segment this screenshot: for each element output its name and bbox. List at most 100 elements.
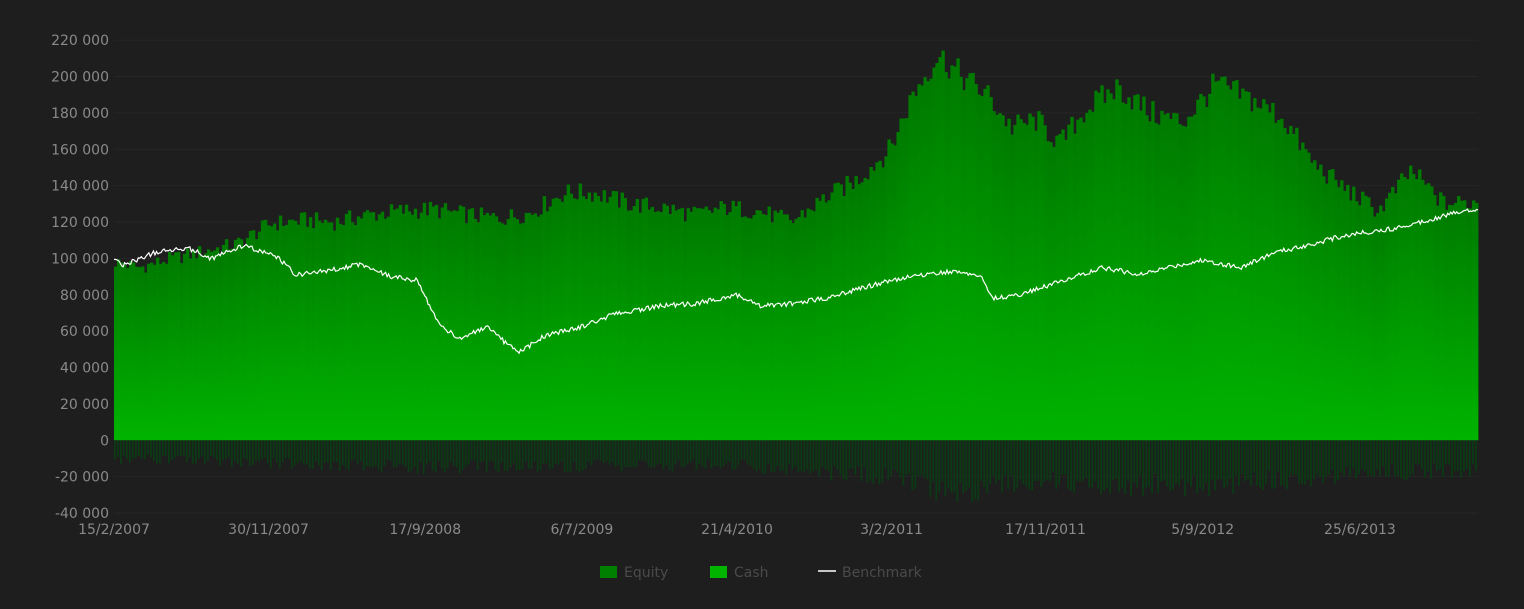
equity-bar	[410, 214, 415, 441]
y-tick-label: 0	[100, 433, 109, 449]
cash-bar	[401, 440, 404, 465]
cash-bar	[824, 440, 827, 470]
cash-bar	[542, 440, 545, 464]
cash-bar	[701, 440, 704, 467]
equity-bar	[686, 208, 690, 441]
cash-bar	[509, 440, 512, 468]
equity-bar	[1322, 176, 1326, 441]
cash-bar	[1085, 440, 1088, 478]
equity-bar	[539, 214, 544, 441]
cash-bar	[671, 440, 674, 472]
equity-bar	[182, 253, 187, 441]
y-tick-label: 100 000	[51, 251, 109, 267]
cash-bar	[755, 440, 758, 472]
equity-bar	[1211, 73, 1215, 441]
cash-bar	[986, 440, 989, 494]
equity-bar	[120, 262, 124, 441]
equity-bar	[1397, 179, 1401, 441]
equity-bar	[752, 215, 756, 441]
cash-bar	[1307, 440, 1309, 480]
cash-bar	[722, 440, 725, 467]
cash-bar	[1184, 440, 1187, 497]
cash-bar	[1157, 440, 1160, 493]
cash-bar	[533, 440, 536, 462]
cash-bar	[575, 440, 578, 470]
equity-bar	[1373, 216, 1377, 441]
equity-bar	[1115, 79, 1119, 441]
equity-bar	[680, 207, 684, 441]
cash-bar	[587, 440, 590, 462]
cash-bar	[1454, 440, 1456, 472]
cash-bar	[770, 440, 773, 472]
cash-bar	[977, 440, 980, 501]
cash-bar	[944, 440, 947, 497]
cash-bar	[908, 440, 911, 474]
cash-bar	[791, 440, 794, 471]
cash-bar	[548, 440, 551, 469]
equity-bar	[1307, 152, 1311, 441]
equity-bar	[1283, 127, 1287, 441]
cash-bar	[890, 440, 893, 477]
equity-bar	[929, 78, 933, 441]
equity-bar	[785, 214, 789, 441]
equity-bar	[827, 200, 831, 441]
cash-bar	[143, 440, 146, 460]
cash-bar	[545, 440, 548, 464]
equity-bar	[449, 211, 454, 441]
cash-bar	[1007, 440, 1010, 489]
equity-bar	[218, 253, 223, 441]
cash-bar	[947, 440, 950, 489]
cash-bar	[650, 440, 653, 468]
legend-item-cash[interactable]: Cash	[710, 565, 769, 581]
cash-bar	[680, 440, 683, 467]
equity-bar	[1160, 110, 1164, 441]
equity-bar	[1157, 124, 1161, 441]
cash-bar	[1280, 440, 1282, 486]
legend-label: Equity	[624, 565, 668, 581]
cash-bar	[1379, 440, 1381, 476]
equity-bar	[743, 216, 747, 441]
cash-bar	[980, 440, 983, 482]
equity-bar	[812, 211, 816, 441]
cash-bar	[653, 440, 656, 468]
equity-bar	[1289, 125, 1293, 441]
equity-bar	[194, 258, 199, 441]
equity-bar	[1034, 130, 1038, 441]
legend-item-benchmark[interactable]: Benchmark	[818, 565, 923, 581]
equity-bar	[323, 219, 328, 441]
equity-bar	[1127, 97, 1131, 441]
equity-bar	[1418, 169, 1422, 441]
equity-bar	[1421, 179, 1425, 441]
equity-bar	[467, 209, 472, 441]
equity-bar	[506, 218, 511, 441]
cash-bar	[632, 440, 635, 468]
cash-bar	[581, 440, 584, 471]
cash-bar	[236, 440, 239, 465]
equity-bar	[413, 208, 418, 441]
legend-label: Benchmark	[842, 565, 923, 581]
equity-bar	[860, 182, 864, 441]
cash-bar	[560, 440, 563, 462]
equity-bar	[197, 246, 202, 441]
cash-bar	[620, 440, 623, 472]
cash-bar	[425, 440, 428, 465]
cash-bar	[443, 440, 446, 473]
equity-bar	[632, 205, 637, 441]
cash-bar	[1232, 440, 1234, 494]
cash-bar	[1124, 440, 1127, 495]
cash-bar	[1421, 440, 1423, 470]
equity-bar	[1304, 149, 1308, 441]
equity-bar	[1370, 206, 1374, 441]
equity-bar	[728, 211, 732, 441]
equity-bar	[842, 195, 846, 441]
y-tick-label: 80 000	[60, 288, 109, 304]
cash-bar	[785, 440, 788, 475]
cash-bar	[665, 440, 668, 466]
equity-bar	[1277, 119, 1281, 441]
cash-bar	[845, 440, 848, 481]
equity-bar	[1187, 116, 1191, 441]
cash-bar	[1424, 440, 1426, 478]
equity-bar	[926, 81, 930, 441]
cash-bar	[779, 440, 782, 471]
legend-item-equity[interactable]: Equity	[600, 565, 668, 581]
